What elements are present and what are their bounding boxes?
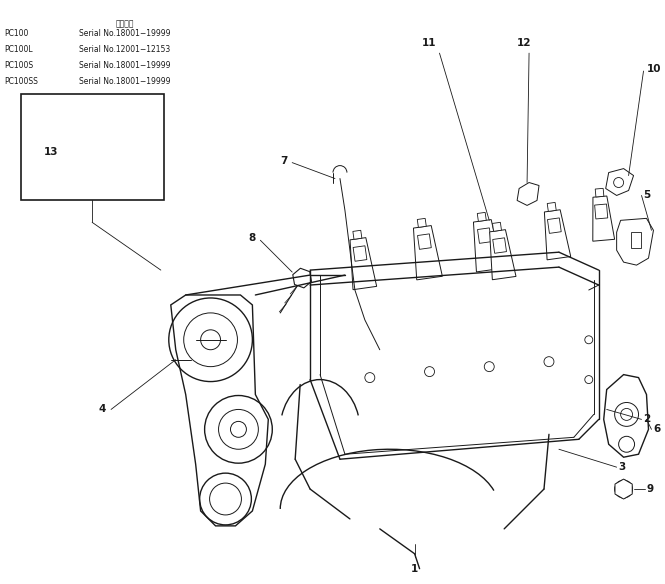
Text: 3: 3: [618, 462, 626, 472]
Polygon shape: [630, 232, 640, 248]
Polygon shape: [616, 218, 654, 265]
Polygon shape: [477, 228, 491, 244]
Text: Serial No.18001−19999: Serial No.18001−19999: [79, 61, 171, 70]
Text: 4: 4: [98, 405, 106, 415]
Text: Serial No.18001−19999: Serial No.18001−19999: [79, 77, 171, 86]
Text: 13: 13: [43, 147, 58, 157]
Text: 12: 12: [517, 38, 531, 48]
Text: 8: 8: [249, 233, 255, 244]
Polygon shape: [595, 204, 608, 219]
Polygon shape: [547, 203, 556, 211]
Text: PC100L: PC100L: [5, 45, 33, 54]
Polygon shape: [604, 374, 648, 457]
Polygon shape: [547, 218, 561, 234]
Polygon shape: [414, 225, 442, 280]
Polygon shape: [418, 234, 432, 249]
Polygon shape: [417, 218, 426, 227]
Polygon shape: [593, 196, 614, 241]
Text: 9: 9: [646, 484, 654, 494]
Text: 1: 1: [411, 564, 418, 573]
Polygon shape: [489, 230, 516, 280]
Text: 5: 5: [644, 190, 651, 200]
Bar: [21, 94, 164, 200]
Text: 7: 7: [280, 155, 288, 166]
Polygon shape: [595, 189, 604, 197]
Text: PC100SS: PC100SS: [5, 77, 39, 86]
Text: PC100S: PC100S: [5, 61, 34, 70]
Polygon shape: [350, 238, 376, 290]
Polygon shape: [615, 479, 632, 499]
Text: Serial No.18001−19999: Serial No.18001−19999: [79, 29, 171, 39]
Text: 11: 11: [422, 38, 437, 48]
Text: 10: 10: [646, 64, 661, 74]
Text: 6: 6: [654, 425, 661, 434]
Polygon shape: [517, 183, 539, 206]
Polygon shape: [473, 220, 502, 272]
Polygon shape: [493, 238, 507, 253]
Polygon shape: [106, 115, 120, 131]
Text: Serial No.12001−12153: Serial No.12001−12153: [79, 45, 170, 54]
Polygon shape: [493, 223, 501, 231]
Polygon shape: [353, 230, 362, 239]
Text: 2: 2: [644, 415, 651, 425]
Polygon shape: [545, 210, 571, 260]
Text: PC100: PC100: [5, 29, 29, 39]
Polygon shape: [353, 246, 367, 261]
Polygon shape: [606, 169, 634, 196]
Text: 適用号機: 適用号機: [116, 19, 134, 28]
Polygon shape: [477, 213, 486, 221]
Polygon shape: [293, 268, 311, 288]
